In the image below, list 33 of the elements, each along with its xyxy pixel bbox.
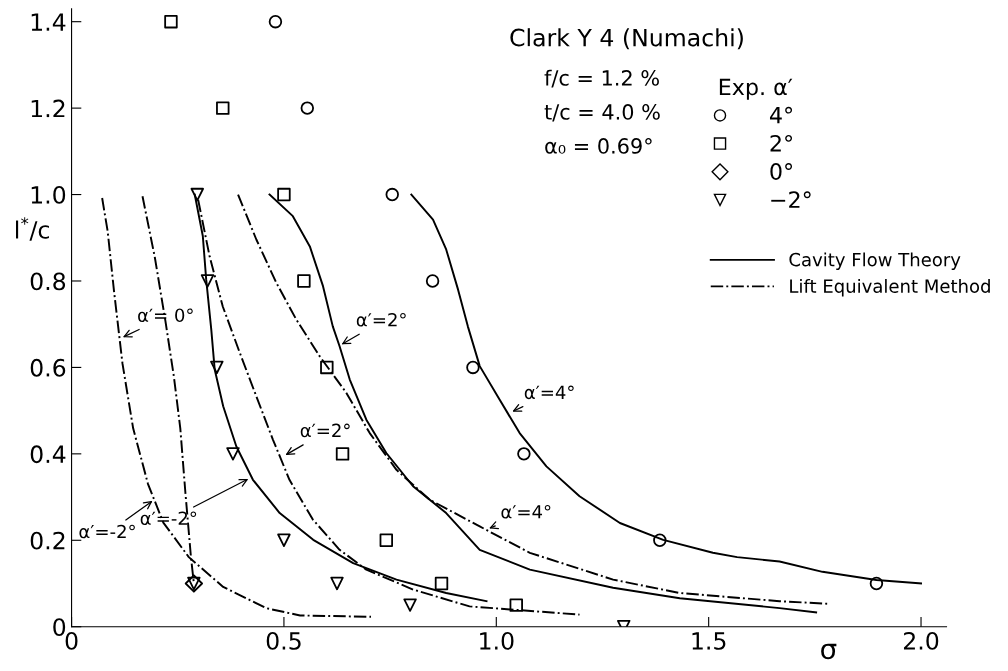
annotation: α′=4° xyxy=(524,385,574,400)
y-tick-label: 0.4 xyxy=(30,445,66,464)
x-tick-label: 1.0 xyxy=(480,631,514,650)
annotation: α′= 0° xyxy=(138,308,193,323)
y-tick-label: 0.6 xyxy=(30,358,66,377)
annotation: f/c = 1.2 % xyxy=(544,69,659,88)
legend-label: 4° xyxy=(769,106,793,124)
y-axis-title: l$^{*}$/c xyxy=(16,217,49,241)
legend-label: −2° xyxy=(771,191,811,208)
x-tick-label: 0.5 xyxy=(266,631,301,650)
annotation: α′=2° xyxy=(300,423,350,438)
legend-label: Lift Equivalent Method xyxy=(790,278,990,297)
text: Clark Y 4 (Numachi) xyxy=(510,28,743,50)
annotation: α′=4° xyxy=(501,504,551,519)
x-axis-title: σ xyxy=(821,643,837,660)
annotation: α′=-2° xyxy=(79,524,135,539)
y-tick-label: 1.2 xyxy=(31,99,65,118)
legend-label: 0° xyxy=(770,163,793,180)
annotation: α₀ = 0.69° xyxy=(545,138,652,154)
x-tick-label: 0 xyxy=(65,631,78,650)
legend-title: Exp. α′ xyxy=(719,78,793,100)
annotation: α′=2° xyxy=(356,312,406,327)
legend-label: Cavity Flow Theory xyxy=(789,252,961,270)
y-tick-label: 0.2 xyxy=(30,531,65,550)
y-tick-label: 0 xyxy=(53,618,66,637)
y-tick-label: 1.4 xyxy=(31,13,66,31)
x-tick-label: 2.0 xyxy=(903,631,939,650)
y-tick-label: 0.8 xyxy=(30,272,66,291)
legend-label: 2° xyxy=(770,134,793,152)
annotation: α′=-2° xyxy=(140,511,197,526)
y-tick-label: 1.0 xyxy=(31,186,66,204)
x-tick-label: 1.5 xyxy=(692,632,726,650)
annotation: t/c = 4.0 % xyxy=(544,104,660,122)
